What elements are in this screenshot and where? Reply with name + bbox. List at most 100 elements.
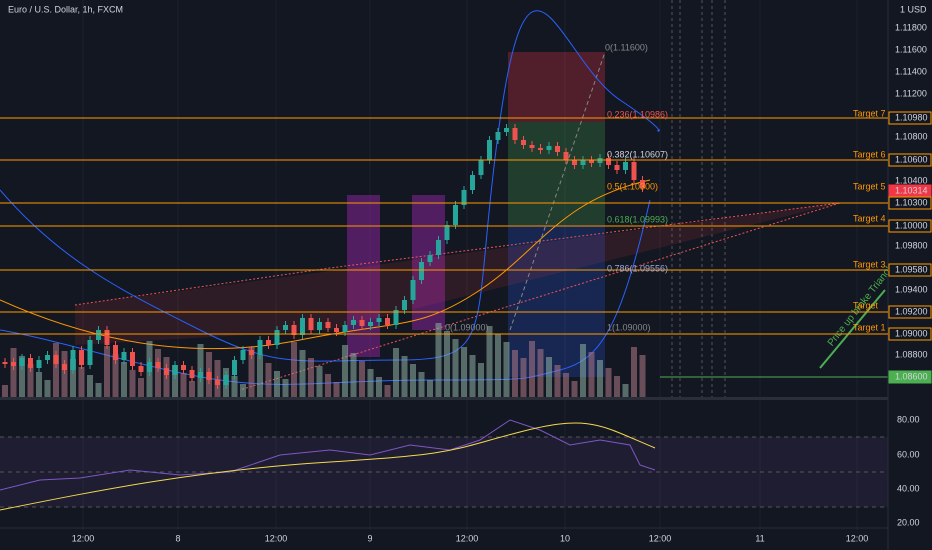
volume-bar bbox=[240, 384, 246, 397]
volume-bar bbox=[563, 373, 569, 397]
price-tick-label: 1.11600 bbox=[895, 44, 927, 54]
volume-bar bbox=[342, 345, 348, 397]
candle bbox=[521, 140, 526, 145]
candle bbox=[444, 225, 450, 240]
target-label: Target 7 bbox=[853, 108, 886, 118]
price-label-box bbox=[888, 153, 932, 167]
volume-bar bbox=[376, 377, 382, 397]
volume-bar bbox=[401, 356, 408, 397]
volume-bar bbox=[554, 365, 561, 397]
candle bbox=[376, 318, 382, 322]
volume-bar bbox=[248, 347, 255, 397]
target-label: Target 1 bbox=[853, 322, 886, 332]
candle bbox=[28, 358, 33, 368]
volume-bar bbox=[495, 334, 501, 397]
price-tick-label: 1.10600 bbox=[895, 154, 928, 164]
volume-bar bbox=[503, 342, 510, 397]
candle bbox=[2, 362, 8, 364]
volume-bar bbox=[427, 380, 433, 397]
price-label-box bbox=[888, 111, 932, 125]
pane-divider bbox=[0, 397, 888, 400]
fib-label: 0.382(1.10607) bbox=[607, 149, 668, 159]
price-tick-label: 1.10000 bbox=[895, 220, 928, 230]
time-tick-label: 12:00 bbox=[846, 533, 869, 543]
candle bbox=[189, 370, 195, 378]
candle bbox=[546, 146, 552, 150]
volume-bar bbox=[257, 355, 263, 397]
volume-bar bbox=[308, 358, 314, 397]
candle bbox=[529, 145, 535, 148]
volume-bar bbox=[452, 339, 459, 397]
volume-bar bbox=[461, 347, 467, 397]
time-tick-label: 10 bbox=[560, 533, 570, 543]
grid bbox=[82, 0, 858, 530]
candle bbox=[96, 330, 101, 340]
volume-bar bbox=[537, 349, 544, 397]
price-label-box bbox=[888, 263, 932, 277]
price-tick-label: 1.09400 bbox=[895, 284, 928, 294]
candle bbox=[155, 362, 161, 368]
currency: 1 USD bbox=[900, 4, 927, 14]
rsi-tick-label: 20.00 bbox=[897, 517, 920, 527]
volume-bar bbox=[486, 326, 493, 397]
candle bbox=[62, 364, 67, 370]
volume-bar bbox=[512, 350, 518, 397]
volume-bar bbox=[418, 372, 425, 397]
price-tick-label: 1.09000 bbox=[895, 328, 928, 338]
fib-label: 1(1.09000) bbox=[607, 322, 651, 332]
target-label: Target 3 bbox=[853, 259, 886, 269]
price-tick-label: 1.11200 bbox=[895, 88, 927, 98]
target-label: Target 5 bbox=[853, 181, 886, 191]
price-tick-label: 1.11800 bbox=[895, 22, 927, 32]
volume-bar bbox=[444, 331, 450, 397]
candle bbox=[87, 340, 93, 365]
candle bbox=[206, 372, 212, 380]
volume-bar bbox=[104, 346, 110, 397]
volume-bar bbox=[393, 348, 399, 397]
candle bbox=[223, 375, 229, 385]
candle bbox=[113, 345, 118, 360]
candle bbox=[334, 328, 339, 332]
candle bbox=[563, 152, 569, 160]
volume-bar bbox=[571, 381, 578, 397]
volume-bar bbox=[546, 357, 552, 397]
candle bbox=[70, 350, 76, 370]
candle bbox=[487, 140, 492, 160]
candle bbox=[385, 318, 390, 325]
candle bbox=[580, 160, 586, 165]
candle bbox=[266, 340, 271, 345]
time-tick-label: 9 bbox=[367, 533, 372, 543]
volume-bar bbox=[622, 384, 629, 397]
candle bbox=[572, 160, 577, 165]
volume-bar bbox=[631, 347, 637, 397]
candle bbox=[300, 318, 305, 335]
candle bbox=[461, 190, 467, 205]
candle bbox=[308, 318, 314, 330]
candle bbox=[342, 325, 348, 332]
candle bbox=[198, 372, 203, 378]
volume-bar bbox=[350, 353, 357, 397]
fib-zone-green bbox=[508, 122, 605, 225]
volume-bar bbox=[299, 350, 306, 397]
price-label-box bbox=[888, 305, 932, 319]
volume-bar bbox=[384, 385, 391, 397]
session-lines bbox=[671, 0, 726, 397]
target-label: Target bbox=[853, 300, 879, 310]
volume-bar bbox=[129, 370, 136, 397]
volume-bar bbox=[36, 372, 42, 397]
price-tick-label: 1.11400 bbox=[895, 66, 927, 76]
bollinger-upper bbox=[0, 10, 661, 362]
time-tick-label: 12:00 bbox=[72, 533, 95, 543]
candle bbox=[274, 330, 280, 345]
volume-bar bbox=[53, 343, 59, 397]
volume-bar bbox=[333, 382, 340, 397]
candle bbox=[606, 158, 611, 165]
candle bbox=[104, 330, 110, 345]
candle bbox=[325, 322, 331, 328]
chart-title: Euro / U.S. Dollar, 1h, FXCM bbox=[8, 4, 123, 14]
rsi-ma bbox=[0, 422, 656, 511]
volume-bar bbox=[282, 379, 289, 397]
candle bbox=[257, 340, 263, 355]
candle bbox=[427, 255, 433, 262]
candle bbox=[283, 325, 288, 330]
